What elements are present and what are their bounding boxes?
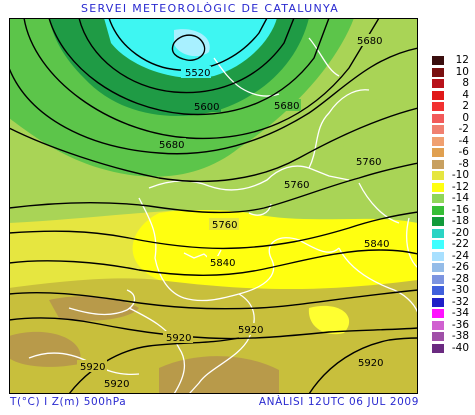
legend-swatch xyxy=(432,148,444,157)
contour-label-5680: 5680 xyxy=(357,36,382,47)
legend-level-label: -8 xyxy=(458,157,469,170)
legend-swatch xyxy=(432,90,444,100)
legend-level-label: 12 xyxy=(455,54,469,66)
legend-level-label: -6 xyxy=(458,146,469,158)
contour-label-5920: 5920 xyxy=(358,358,383,369)
legend-level-label: -34 xyxy=(451,307,469,319)
legend-level-label: -24 xyxy=(451,249,469,262)
legend-swatch xyxy=(432,159,444,169)
legend-swatch xyxy=(432,228,444,238)
legend-level-label: -2 xyxy=(458,123,469,135)
legend-swatch xyxy=(432,136,444,146)
legend-level-label: -12 xyxy=(451,180,469,193)
temp-zone-tan-1 xyxy=(49,296,139,321)
contour-label-5680: 5680 xyxy=(274,101,299,112)
contour-label-5840: 5840 xyxy=(210,258,235,269)
legend-level-label: -32 xyxy=(451,295,469,308)
legend-swatch xyxy=(432,125,444,134)
legend-swatch xyxy=(432,102,444,111)
legend-level-label: 4 xyxy=(462,88,469,101)
temp-zone-tan-2 xyxy=(9,331,81,367)
legend-swatch xyxy=(432,217,444,226)
height-contours xyxy=(9,18,418,394)
legend-level-label: -36 xyxy=(451,318,469,331)
legend-level-label: -40 xyxy=(451,341,469,354)
legend-level-label: -26 xyxy=(451,261,469,273)
contour-label-5920: 5920 xyxy=(104,379,129,390)
legend-swatch xyxy=(432,182,444,192)
legend-swatch xyxy=(432,297,444,307)
legend-level-label: 0 xyxy=(462,111,469,124)
legend-level-label: 8 xyxy=(462,77,469,89)
legend-level-label: -20 xyxy=(451,226,469,239)
contour-label-5920: 5920 xyxy=(80,362,105,373)
contour-label-5680: 5680 xyxy=(159,140,184,151)
legend-level-label: -30 xyxy=(451,284,469,296)
legend-swatch xyxy=(432,263,444,272)
legend-swatch xyxy=(432,79,444,88)
legend-level-label: -28 xyxy=(451,272,469,285)
legend-swatch xyxy=(432,286,444,295)
legend-level-label: -16 xyxy=(451,203,469,216)
legend-level-label: -22 xyxy=(451,238,469,250)
temp-zone-tan-3 xyxy=(159,356,279,394)
legend-level-label: -10 xyxy=(451,169,469,181)
legend-swatch xyxy=(432,113,444,123)
temp-zone-yellow-south xyxy=(308,305,350,335)
legend-swatch xyxy=(432,56,444,65)
legend-swatch xyxy=(432,240,444,249)
variables-label: T(°C) I Z(m) 500hPa xyxy=(10,396,127,408)
legend-swatch xyxy=(432,274,444,284)
legend-swatch xyxy=(432,320,444,330)
contour-label-5760: 5760 xyxy=(284,180,309,191)
map-frame xyxy=(9,18,418,394)
legend-swatch xyxy=(432,309,444,318)
legend-level-label: 10 xyxy=(455,65,469,78)
legend-level-label: -18 xyxy=(451,215,469,227)
temp-zone-green-east xyxy=(339,96,418,172)
contour-label-5920: 5920 xyxy=(238,325,263,336)
legend-swatch xyxy=(432,205,444,215)
contour-label-5600: 5600 xyxy=(194,102,219,113)
legend-swatch xyxy=(432,251,444,261)
legend-level-label: -4 xyxy=(458,134,469,147)
legend-level-label: -38 xyxy=(451,330,469,342)
analysis-time-label: ANÀLISI 12UTC 06 JUL 2009 xyxy=(258,396,419,408)
contour-label-5920: 5920 xyxy=(166,333,191,344)
legend-level-label: -14 xyxy=(451,192,469,204)
legend-swatch xyxy=(432,194,444,203)
legend-swatch xyxy=(432,343,444,353)
legend-swatch xyxy=(432,67,444,77)
contour-label-5520: 5520 xyxy=(185,68,210,79)
weather-map: 5520 5600 5680 5680 5680 5760 5760 5760 … xyxy=(9,18,418,394)
contour-label-5760: 5760 xyxy=(212,220,237,231)
legend-level-label: 2 xyxy=(462,100,469,112)
page-title: SERVEI METEOROLÒGIC DE CATALUNYA xyxy=(80,2,340,15)
legend-swatch xyxy=(432,171,444,180)
contour-labels: 5520 5600 5680 5680 5680 5760 5760 5760 … xyxy=(77,34,391,390)
contour-label-5760: 5760 xyxy=(356,157,381,168)
contour-label-5840: 5840 xyxy=(364,239,389,250)
legend-swatch xyxy=(432,332,444,341)
